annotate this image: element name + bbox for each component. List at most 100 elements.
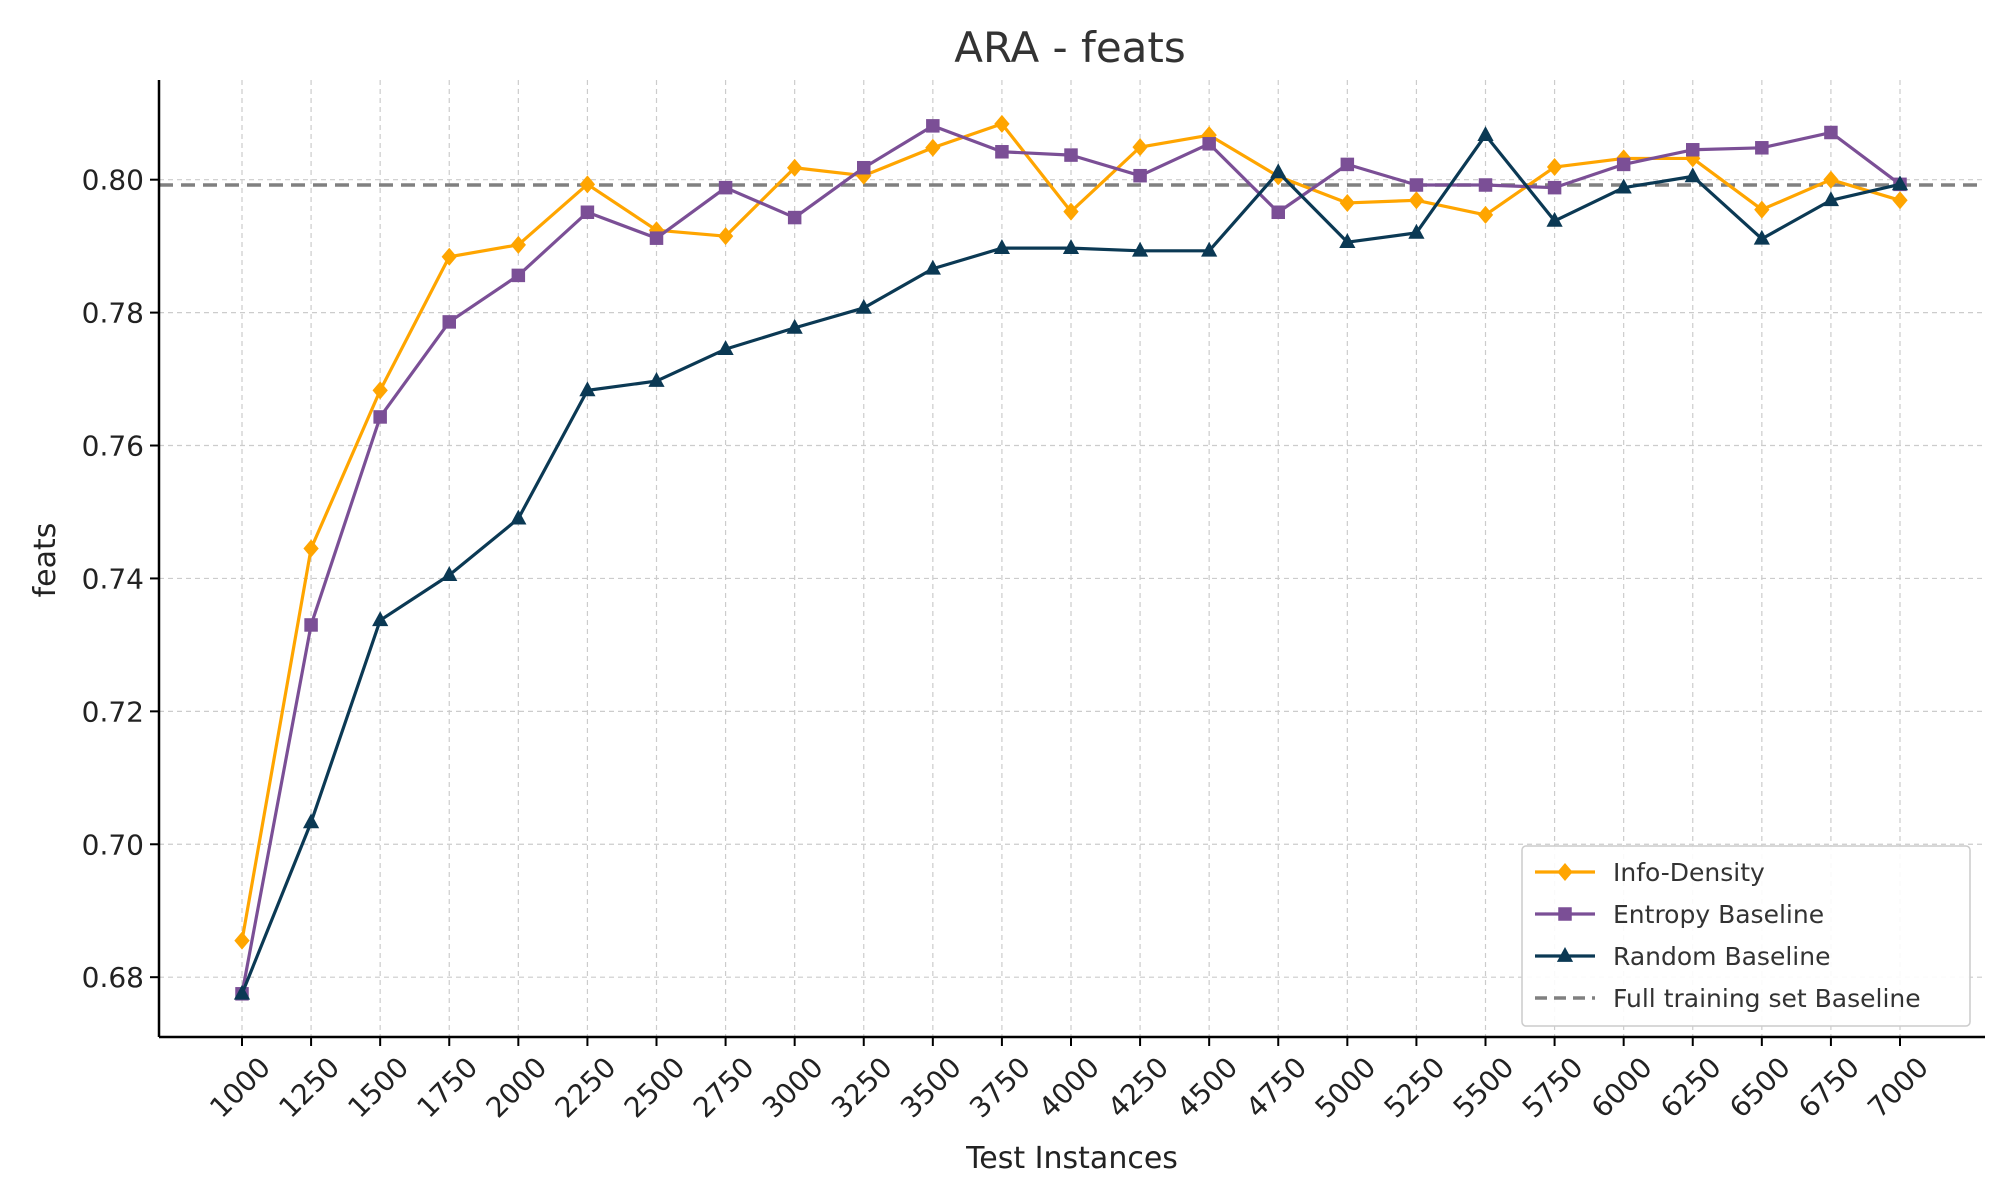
x-tick-label: 1000 xyxy=(203,1051,277,1125)
x-tick-label: 2250 xyxy=(549,1051,623,1125)
data-point-info-density xyxy=(372,381,388,400)
data-point-info-density xyxy=(1408,191,1425,210)
data-point-entropy-baseline xyxy=(787,210,802,225)
x-tick-label: 7000 xyxy=(1861,1051,1935,1125)
data-point-entropy-baseline xyxy=(1271,205,1285,220)
data-point-entropy-baseline xyxy=(1340,157,1355,172)
data-point-entropy-baseline xyxy=(1133,168,1147,183)
data-point-entropy-baseline xyxy=(1409,178,1424,192)
data-point-entropy-baseline xyxy=(1547,180,1562,195)
data-point-entropy-baseline xyxy=(1755,141,1769,155)
data-point-entropy-baseline xyxy=(995,145,1009,159)
x-tick-label: 2750 xyxy=(687,1051,761,1125)
data-point-info-density xyxy=(717,227,734,246)
data-point-info-density xyxy=(441,247,457,266)
data-point-random-baseline xyxy=(924,259,941,275)
x-tick-label: 5250 xyxy=(1378,1051,1452,1125)
axes xyxy=(150,80,1985,1046)
data-point-random-baseline xyxy=(1891,175,1909,191)
data-point-entropy-baseline xyxy=(718,180,733,195)
data-point-random-baseline xyxy=(717,340,734,356)
x-tick-label: 5750 xyxy=(1516,1051,1590,1125)
x-tick-label: 4000 xyxy=(1032,1051,1106,1125)
x-axis-title: Test Instances xyxy=(965,1141,1178,1176)
legend: Info-Density Entropy Baseline Random Basel… xyxy=(1521,845,1971,1027)
data-point-info-density xyxy=(1546,158,1563,177)
series-random-baseline xyxy=(233,126,1909,1000)
legend-label-random-baseline: Random Baseline xyxy=(1613,942,1830,971)
data-point-info-density xyxy=(1339,193,1355,212)
x-tick-label: 3000 xyxy=(756,1051,830,1125)
data-point-random-baseline xyxy=(1477,126,1494,142)
x-tick-label: 5000 xyxy=(1309,1051,1383,1125)
data-point-info-density xyxy=(1132,138,1148,157)
data-point-random-baseline xyxy=(1131,241,1149,257)
data-point-random-baseline xyxy=(1753,229,1770,245)
data-point-random-baseline xyxy=(1546,211,1563,227)
x-tick-label: 6000 xyxy=(1585,1051,1659,1125)
data-point-entropy-baseline xyxy=(1616,157,1631,172)
y-tick-label: 0.78 xyxy=(82,297,144,330)
legend-box xyxy=(1521,845,1971,1027)
data-point-entropy-baseline xyxy=(1478,178,1493,192)
data-point-entropy-baseline xyxy=(1064,148,1078,162)
data-point-info-density xyxy=(510,235,526,254)
data-point-info-density xyxy=(1477,205,1494,224)
data-point-info-density xyxy=(579,175,596,194)
series-entropy-baseline xyxy=(235,119,1907,1001)
data-point-random-baseline xyxy=(1408,223,1425,239)
data-point-entropy-baseline xyxy=(649,231,664,245)
legend-label-info-density: Info-Density xyxy=(1613,858,1765,887)
x-tick-label: 6500 xyxy=(1723,1051,1797,1125)
legend-label-entropy-baseline: Entropy Baseline xyxy=(1613,900,1824,929)
data-point-info-density xyxy=(234,931,250,950)
x-tick-label: 4750 xyxy=(1239,1051,1313,1125)
data-point-random-baseline xyxy=(233,984,251,1000)
x-tick-label: 3750 xyxy=(963,1051,1037,1125)
x-tick-label: 1500 xyxy=(341,1051,415,1125)
y-tick-label: 0.76 xyxy=(82,430,144,463)
data-point-entropy-baseline xyxy=(511,268,526,283)
data-point-info-density xyxy=(1754,200,1770,219)
x-tick-label: 6750 xyxy=(1792,1051,1866,1125)
x-tick-label: 2500 xyxy=(618,1051,692,1125)
x-tick-label: 3250 xyxy=(825,1051,899,1125)
data-point-random-baseline xyxy=(441,566,458,581)
y-tick-label: 0.70 xyxy=(82,828,144,861)
data-point-random-baseline xyxy=(372,611,389,627)
data-point-entropy-baseline xyxy=(1202,137,1216,151)
data-point-info-density xyxy=(303,539,319,558)
data-point-entropy-baseline xyxy=(580,205,595,220)
x-tick-label: 1250 xyxy=(272,1051,346,1125)
data-point-entropy-baseline xyxy=(442,315,456,329)
data-point-entropy-baseline xyxy=(1824,125,1838,140)
data-point-random-baseline xyxy=(1201,241,1218,257)
data-point-entropy-baseline xyxy=(926,119,940,133)
y-axis-title: feats xyxy=(28,523,63,598)
y-tick-labels: 0.68 0.70 0.72 0.74 0.76 0.78 0.80 xyxy=(82,164,144,995)
data-point-info-density xyxy=(1823,170,1839,189)
x-tick-labels: 1000125015001750200022502500275030003250… xyxy=(203,1051,1935,1125)
data-point-random-baseline xyxy=(1822,191,1840,207)
y-tick-label: 0.72 xyxy=(82,695,144,728)
legend-label-full-training-set-baseline: Full training set Baseline xyxy=(1613,984,1921,1013)
x-tick-label: 5500 xyxy=(1447,1051,1521,1125)
data-point-random-baseline xyxy=(510,509,527,525)
data-point-info-density xyxy=(787,158,803,177)
series-layer xyxy=(233,114,1909,1001)
data-point-entropy-baseline xyxy=(857,160,871,175)
data-point-random-baseline xyxy=(786,318,803,334)
legend-marker-entropy-baseline xyxy=(1558,907,1572,921)
legend-marker-random-baseline xyxy=(1556,947,1574,962)
data-point-info-density xyxy=(1892,191,1908,210)
y-tick-label: 0.80 xyxy=(82,164,144,197)
x-tick-label: 3500 xyxy=(894,1051,968,1125)
data-point-random-baseline xyxy=(302,813,320,829)
y-tick-label: 0.68 xyxy=(82,961,144,994)
data-point-random-baseline xyxy=(993,239,1011,254)
data-point-random-baseline xyxy=(1062,239,1080,254)
data-point-entropy-baseline xyxy=(373,410,387,424)
data-point-random-baseline xyxy=(855,298,872,314)
x-tick-label: 2000 xyxy=(480,1051,554,1125)
